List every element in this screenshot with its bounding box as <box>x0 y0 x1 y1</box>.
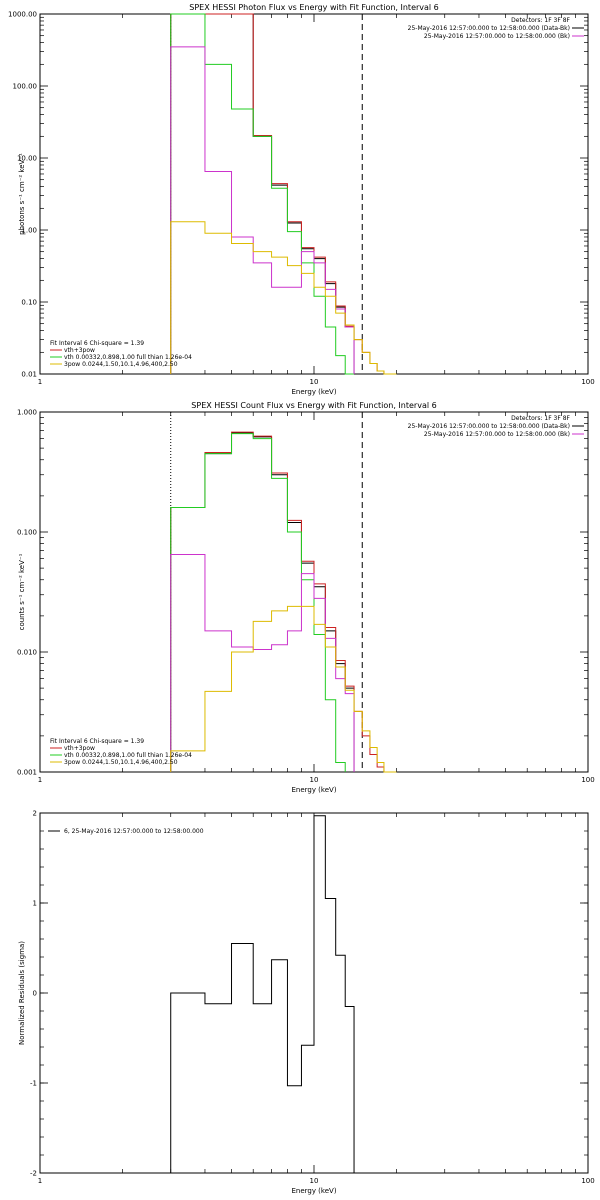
legend-entry: 3pow 0.0244,1.50,10.1,4.96,400,2.50 <box>64 759 178 766</box>
series-line-1 <box>170 815 355 1173</box>
legend-entry: Fit Interval 6 Chi-square = 1.39 <box>50 738 144 745</box>
y-tick-label: 1 <box>33 900 37 908</box>
legend-entry: 25-May-2016 12:57:00.000 to 12:58:00.000… <box>408 25 570 32</box>
series-line-2 <box>170 431 385 772</box>
y-tick-label: 0.10 <box>21 299 37 307</box>
plot-frame <box>39 13 589 375</box>
y-tick-label: 1.00 <box>21 227 37 235</box>
y-tick-label: 2 <box>33 810 37 818</box>
legend-entry: Detectors: 1F 3F 8F <box>511 17 570 24</box>
x-tick-label: 10 <box>310 378 319 386</box>
series-line-3 <box>170 433 346 772</box>
x-axis-label: Energy (keV) <box>291 786 336 794</box>
y-tick-label: 1.000 <box>17 409 37 417</box>
y-tick-label: 0.100 <box>17 529 37 537</box>
y-tick-label: -2 <box>30 1170 37 1178</box>
x-tick-label: 10 <box>310 1177 319 1185</box>
series-line-1 <box>170 432 355 772</box>
series-line-2 <box>170 13 385 374</box>
y-tick-label: 0.010 <box>17 649 37 657</box>
chart-title: SPEX HESSI Photon Flux vs Energy with Fi… <box>189 3 439 12</box>
chart-panel-1: SPEX HESSI Photon Flux vs Energy with Fi… <box>8 3 595 396</box>
y-axis-label: counts s⁻¹ cm⁻² keV⁻¹ <box>18 553 26 630</box>
legend-entry: 25-May-2016 12:57:00.000 to 12:58:00.000… <box>424 431 570 438</box>
series-line-4 <box>170 46 355 374</box>
y-axis-label: photons s⁻¹ cm⁻² keV⁻¹ <box>18 153 26 235</box>
series-line-3 <box>170 13 355 375</box>
legend-entry: vth 0.00332,0.898,1.00 full thian 1.26e-… <box>64 354 192 361</box>
chart-title: SPEX HESSI Count Flux vs Energy with Fit… <box>191 401 436 410</box>
y-tick-label: 0.01 <box>21 371 37 379</box>
legend-entry: vth 0.00332,0.898,1.00 full thian 1.26e-… <box>64 752 192 759</box>
y-tick-label: 10.00 <box>17 155 37 163</box>
x-tick-label: 100 <box>581 378 594 386</box>
legend-entry: 6, 25-May-2016 12:57:00.000 to 12:58:00.… <box>64 828 204 835</box>
y-tick-label: 1000.00 <box>8 11 37 19</box>
legend-entry: 25-May-2016 12:57:00.000 to 12:58:00.000… <box>408 423 570 430</box>
chart-panel-3: 1 10 100 -2 -1 0 1 2 Energy (keV) Normalized Resi… <box>18 810 595 1196</box>
x-tick-label: 10 <box>310 776 319 784</box>
x-tick-label: 100 <box>581 776 594 784</box>
legend-entry: 25-May-2016 12:57:00.000 to 12:58:00.000… <box>424 33 570 40</box>
y-tick-label: 0 <box>33 990 37 998</box>
x-tick-label: 100 <box>581 1177 594 1185</box>
legend-entry: vth+3pow <box>64 347 95 354</box>
x-tick-label: 1 <box>38 1177 42 1185</box>
y-tick-label: 0.001 <box>17 769 37 777</box>
y-tick-label: -1 <box>30 1080 37 1088</box>
legend-entry: vth+3pow <box>64 745 95 752</box>
x-axis-label: Energy (keV) <box>291 388 336 396</box>
series-line-5 <box>170 221 397 375</box>
series-line-5 <box>170 605 397 773</box>
x-axis-label: Energy (keV) <box>291 1187 336 1195</box>
series-line-4 <box>170 553 355 772</box>
legend-entry: Fit Interval 6 Chi-square = 1.39 <box>50 340 144 347</box>
legend-entry: Detectors: 1F 3F 8F <box>511 415 570 422</box>
x-tick-label: 1 <box>38 378 42 386</box>
legend-entry: 3pow 0.0244,1.50,10.1,4.96,400,2.50 <box>64 361 178 368</box>
chart-panel-2: SPEX HESSI Count Flux vs Energy with Fit… <box>17 401 595 794</box>
y-axis-label: Normalized Residuals (sigma) <box>18 941 26 1045</box>
series-line-1 <box>170 13 355 374</box>
x-tick-label: 1 <box>38 776 42 784</box>
y-tick-label: 100.00 <box>13 83 38 91</box>
